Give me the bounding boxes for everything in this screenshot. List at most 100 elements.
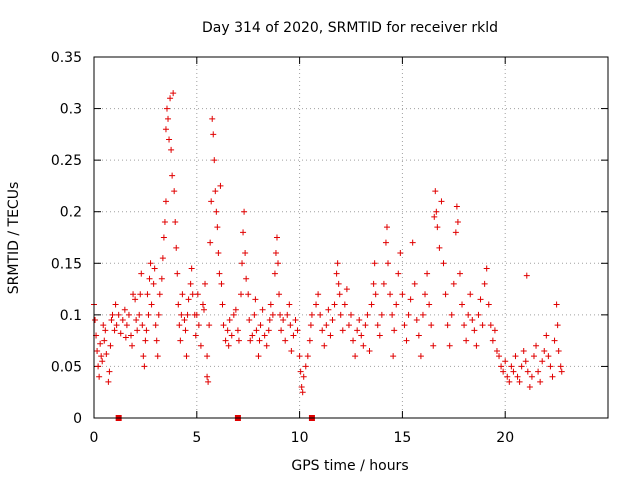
data-point [125, 311, 132, 318]
data-point [453, 203, 460, 210]
data-point [99, 358, 106, 365]
data-point [496, 353, 503, 360]
data-point [397, 249, 404, 256]
data-point [549, 373, 556, 380]
data-point [96, 373, 103, 380]
data-point [204, 353, 211, 360]
data-point [219, 301, 226, 308]
data-point [508, 363, 515, 370]
data-point [265, 327, 272, 334]
data-point [162, 198, 169, 205]
data-point [284, 311, 291, 318]
data-point [220, 322, 227, 329]
data-point [319, 327, 326, 334]
data-point [199, 301, 206, 308]
data-point [487, 322, 494, 329]
data-point [230, 311, 237, 318]
data-point [277, 311, 284, 318]
data-point [148, 301, 155, 308]
data-point [391, 327, 398, 334]
data-point [153, 337, 160, 344]
data-point [224, 327, 231, 334]
data-point [107, 342, 114, 349]
data-point [255, 353, 262, 360]
data-point [119, 317, 126, 324]
data-point [169, 172, 176, 179]
data-point [307, 322, 314, 329]
data-point [354, 327, 361, 334]
data-point [152, 322, 159, 329]
y-tick-label: 0.35 [51, 50, 82, 66]
data-point [446, 342, 453, 349]
y-tick-label: 0.25 [51, 153, 82, 169]
data-point [352, 353, 359, 360]
data-point [185, 296, 192, 303]
data-point [413, 317, 420, 324]
data-point [95, 363, 102, 370]
data-point [454, 219, 461, 226]
data-point [133, 317, 140, 324]
data-point [156, 291, 163, 298]
data-point [514, 373, 521, 380]
data-point [419, 311, 426, 318]
data-point [417, 353, 424, 360]
data-point [343, 286, 350, 293]
data-point [387, 291, 394, 298]
data-point [94, 347, 101, 354]
data-point [292, 317, 299, 324]
data-point [336, 291, 343, 298]
data-point [364, 311, 371, 318]
data-point [411, 280, 418, 287]
data-point [526, 384, 533, 391]
data-point [140, 353, 147, 360]
data-point [537, 378, 544, 385]
data-point [522, 358, 529, 365]
data-point [479, 322, 486, 329]
data-point [222, 337, 229, 344]
plot-frame [93, 56, 609, 419]
data-point [448, 311, 455, 318]
data-point [144, 291, 151, 298]
data-point [142, 337, 149, 344]
data-point [200, 306, 207, 313]
data-point [433, 208, 440, 215]
data-point [287, 322, 294, 329]
data-point [493, 347, 500, 354]
data-point [242, 249, 249, 256]
data-point [211, 157, 218, 164]
data-point [189, 291, 196, 298]
data-point [294, 327, 301, 334]
data-point [483, 265, 490, 272]
data-point [101, 337, 108, 344]
data-point [389, 311, 396, 318]
data-point [502, 358, 509, 365]
data-point [159, 255, 166, 262]
data-point [428, 322, 435, 329]
data-point [286, 301, 293, 308]
data-point [539, 358, 546, 365]
data-point [122, 334, 129, 341]
data-point [98, 353, 105, 360]
data-point [182, 327, 189, 334]
data-point [212, 188, 219, 195]
data-point [187, 280, 194, 287]
data-point [267, 301, 274, 308]
data-point [170, 90, 177, 97]
data-point [136, 311, 143, 318]
data-point [263, 342, 270, 349]
points-layer [91, 90, 565, 396]
data-point [92, 317, 99, 324]
data-point [362, 322, 369, 329]
data-point [485, 301, 492, 308]
data-point [108, 317, 115, 324]
data-point [226, 317, 233, 324]
data-point [232, 306, 239, 313]
data-point [530, 353, 537, 360]
data-point [442, 291, 449, 298]
data-point [261, 332, 268, 339]
data-point [105, 378, 112, 385]
data-point [117, 330, 124, 337]
data-point [241, 208, 248, 215]
data-point [138, 270, 145, 277]
